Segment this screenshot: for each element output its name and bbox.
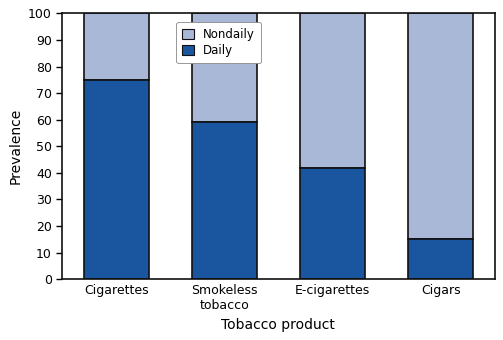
Bar	[192, 122, 257, 279]
Y-axis label: Prevalence: Prevalence	[9, 108, 22, 184]
Bar	[192, 13, 257, 122]
Bar	[300, 13, 365, 168]
X-axis label: Tobacco product: Tobacco product	[221, 318, 336, 332]
Bar	[408, 13, 473, 239]
Legend: Nondaily, Daily: Nondaily, Daily	[176, 22, 261, 63]
Bar	[84, 80, 149, 279]
Bar	[300, 168, 365, 279]
Bar	[408, 239, 473, 279]
Bar	[84, 13, 149, 80]
